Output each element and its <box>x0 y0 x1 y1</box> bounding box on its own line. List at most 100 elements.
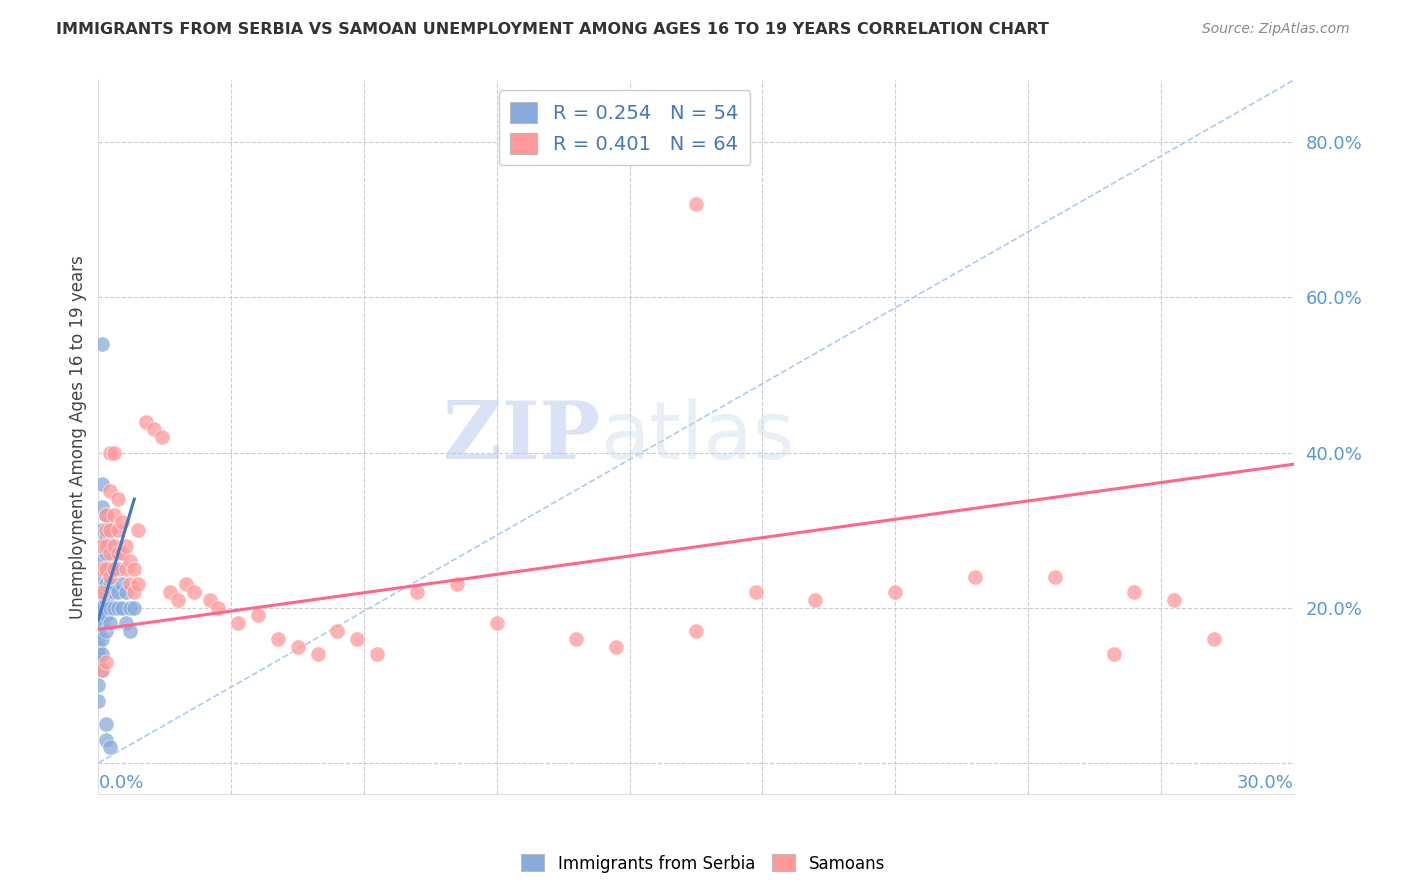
Point <box>91 476 114 491</box>
Point <box>174 577 197 591</box>
Point <box>100 523 122 537</box>
Point <box>100 445 122 459</box>
Text: 0.0%: 0.0% <box>98 773 143 791</box>
Point <box>91 585 114 599</box>
Point <box>111 516 134 530</box>
Point <box>135 415 157 429</box>
Point <box>115 585 138 599</box>
Point <box>100 570 122 584</box>
Point <box>107 523 129 537</box>
Point <box>884 585 907 599</box>
Point <box>96 562 118 576</box>
Point <box>96 539 118 553</box>
Point <box>91 562 114 576</box>
Point <box>91 570 114 584</box>
Point <box>111 546 134 560</box>
Point <box>326 624 349 638</box>
Point <box>100 539 122 553</box>
Point <box>96 717 118 731</box>
Point <box>127 577 149 591</box>
Point <box>100 484 122 499</box>
Point <box>107 562 129 576</box>
Point <box>150 430 173 444</box>
Point <box>159 585 181 599</box>
Point <box>87 608 110 623</box>
Legend: R = 0.254   N = 54, R = 0.401   N = 64: R = 0.254 N = 54, R = 0.401 N = 64 <box>499 90 749 165</box>
Point <box>100 523 122 537</box>
Point <box>100 546 122 560</box>
Text: Source: ZipAtlas.com: Source: ZipAtlas.com <box>1202 22 1350 37</box>
Point <box>103 600 125 615</box>
Point <box>207 600 229 615</box>
Point <box>96 732 118 747</box>
Point <box>1163 593 1185 607</box>
Point <box>96 577 118 591</box>
Text: atlas: atlas <box>600 398 794 476</box>
Text: IMMIGRANTS FROM SERBIA VS SAMOAN UNEMPLOYMENT AMONG AGES 16 TO 19 YEARS CORRELAT: IMMIGRANTS FROM SERBIA VS SAMOAN UNEMPLO… <box>56 22 1049 37</box>
Point <box>120 624 142 638</box>
Point <box>87 600 110 615</box>
Point <box>804 593 827 607</box>
Point <box>346 632 368 646</box>
Legend: Immigrants from Serbia, Samoans: Immigrants from Serbia, Samoans <box>515 847 891 880</box>
Point <box>963 570 986 584</box>
Point <box>366 647 388 661</box>
Point <box>115 616 138 631</box>
Point <box>1043 570 1066 584</box>
Point <box>100 740 122 755</box>
Point <box>96 624 118 638</box>
Text: ZIP: ZIP <box>443 398 600 476</box>
Point <box>103 539 125 553</box>
Point <box>96 593 118 607</box>
Point <box>100 616 122 631</box>
Point <box>745 585 768 599</box>
Point <box>124 562 146 576</box>
Point <box>107 600 129 615</box>
Point <box>287 640 309 654</box>
Point <box>96 523 118 537</box>
Point <box>120 577 142 591</box>
Point <box>605 640 627 654</box>
Point <box>111 577 134 591</box>
Point <box>267 632 290 646</box>
Point <box>111 600 134 615</box>
Point <box>91 500 114 514</box>
Point <box>91 585 114 599</box>
Point <box>87 640 110 654</box>
Point <box>127 523 149 537</box>
Point <box>685 624 707 638</box>
Point <box>91 337 114 351</box>
Point <box>91 600 114 615</box>
Point <box>167 593 190 607</box>
Point <box>120 554 142 568</box>
Point <box>124 585 146 599</box>
Point <box>103 445 125 459</box>
Point <box>87 632 110 646</box>
Point <box>307 647 329 661</box>
Point <box>124 600 146 615</box>
Point <box>107 492 129 507</box>
Point <box>100 577 122 591</box>
Point <box>96 546 118 560</box>
Point <box>198 593 221 607</box>
Point <box>103 562 125 576</box>
Point <box>87 647 110 661</box>
Point <box>91 663 114 677</box>
Point <box>91 616 114 631</box>
Point <box>103 585 125 599</box>
Point <box>96 508 118 522</box>
Point <box>120 600 142 615</box>
Point <box>91 647 114 661</box>
Point <box>87 678 110 692</box>
Point <box>103 508 125 522</box>
Point <box>91 554 114 568</box>
Text: 30.0%: 30.0% <box>1237 773 1294 791</box>
Point <box>183 585 205 599</box>
Point <box>100 600 122 615</box>
Point <box>96 655 118 669</box>
Point <box>565 632 588 646</box>
Y-axis label: Unemployment Among Ages 16 to 19 years: Unemployment Among Ages 16 to 19 years <box>69 255 87 619</box>
Point <box>96 608 118 623</box>
Point <box>1102 647 1125 661</box>
Point <box>91 539 114 553</box>
